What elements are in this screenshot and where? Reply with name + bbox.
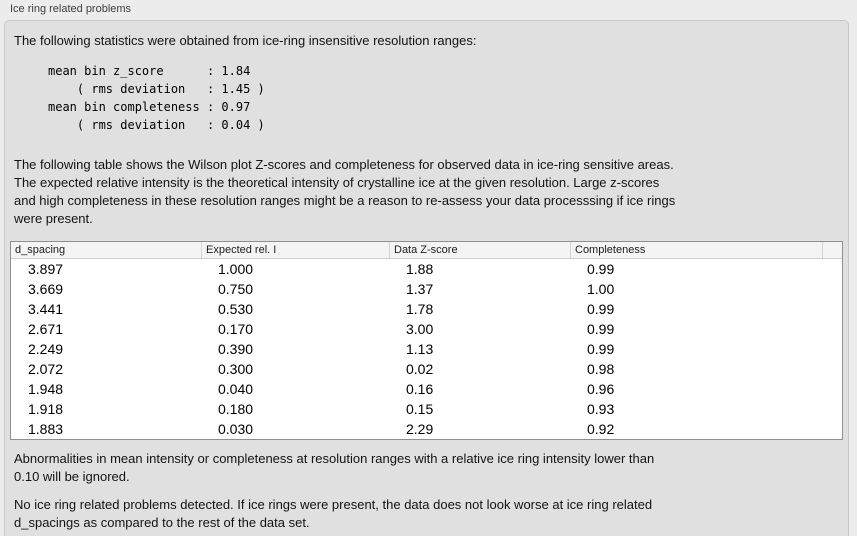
table-row[interactable]: 2.671 0.170 3.00 0.99 <box>11 319 842 339</box>
cell-expected-rel-i: 0.030 <box>218 421 254 437</box>
cell-expected-rel-i: 0.180 <box>218 401 254 417</box>
cell-data-z-score: 0.16 <box>406 381 434 397</box>
text-line: d_spacings as compared to the rest of th… <box>14 515 310 530</box>
table-description: The following table shows the Wilson plo… <box>14 156 839 228</box>
ice-ring-panel: The following statistics were obtained f… <box>4 20 849 536</box>
cell-d-spacing: 3.441 <box>28 301 64 317</box>
text-line: 0.10 will be ignored. <box>14 469 130 484</box>
table-row[interactable]: 1.918 0.180 0.15 0.93 <box>11 399 842 419</box>
table-row[interactable]: 2.072 0.300 0.02 0.98 <box>11 359 842 379</box>
stats-line: mean bin z_score : 1.84 <box>48 64 251 78</box>
cell-spacer <box>822 379 842 399</box>
cell-d-spacing: 3.897 <box>28 261 64 277</box>
cell-completeness: 1.00 <box>587 281 615 297</box>
cell-data-z-score: 1.37 <box>406 281 434 297</box>
text-line: were present. <box>14 211 93 226</box>
cell-spacer <box>822 299 842 319</box>
cell-spacer <box>822 319 842 339</box>
cell-completeness: 0.93 <box>587 401 615 417</box>
cell-completeness: 0.96 <box>587 381 615 397</box>
column-header[interactable]: Completeness <box>570 242 822 258</box>
text-line: Abnormalities in mean intensity or compl… <box>14 451 655 466</box>
column-header[interactable] <box>822 242 842 258</box>
cell-data-z-score: 1.88 <box>406 261 434 277</box>
stats-line: ( rms deviation : 0.04 ) <box>48 118 265 132</box>
cell-expected-rel-i: 0.300 <box>218 361 254 377</box>
cell-completeness: 0.99 <box>587 261 615 277</box>
cell-expected-rel-i: 0.390 <box>218 341 254 357</box>
cell-expected-rel-i: 0.040 <box>218 381 254 397</box>
cell-completeness: 0.99 <box>587 341 615 357</box>
table-body: 3.897 1.000 1.88 0.99 3.669 0.750 1.37 1… <box>11 259 842 439</box>
cell-data-z-score: 3.00 <box>406 321 434 337</box>
cell-completeness: 0.99 <box>587 301 615 317</box>
conclusion-note: No ice ring related problems detected. I… <box>14 496 839 532</box>
text-line: The expected relative intensity is the t… <box>14 175 660 190</box>
ice-ring-table: d_spacing Expected rel. I Data Z-score Comp… <box>10 241 843 440</box>
cell-expected-rel-i: 0.750 <box>218 281 254 297</box>
cell-d-spacing: 1.918 <box>28 401 64 417</box>
cell-data-z-score: 2.29 <box>406 421 434 437</box>
cell-data-z-score: 0.02 <box>406 361 434 377</box>
column-header[interactable]: d_spacing <box>15 244 66 256</box>
cell-spacer <box>822 339 842 359</box>
cell-d-spacing: 2.249 <box>28 341 64 357</box>
cell-spacer <box>822 259 842 279</box>
cell-spacer <box>822 419 842 439</box>
cell-data-z-score: 0.15 <box>406 401 434 417</box>
stats-line: ( rms deviation : 1.45 ) <box>48 82 265 96</box>
stats-block: mean bin z_score : 1.84 ( rms deviation … <box>48 62 839 134</box>
text-line: The following table shows the Wilson plo… <box>14 157 674 172</box>
cell-spacer <box>822 279 842 299</box>
cell-d-spacing: 1.883 <box>28 421 64 437</box>
cell-d-spacing: 2.671 <box>28 321 64 337</box>
text-line: and high completeness in these resolutio… <box>14 193 676 208</box>
section-title: Ice ring related problems <box>10 3 132 15</box>
table-row[interactable]: 3.669 0.750 1.37 1.00 <box>11 279 842 299</box>
column-header[interactable]: Expected rel. I <box>201 242 389 258</box>
cell-d-spacing: 3.669 <box>28 281 64 297</box>
cell-d-spacing: 1.948 <box>28 381 64 397</box>
table-row[interactable]: 1.883 0.030 2.29 0.92 <box>11 419 842 439</box>
text-line: No ice ring related problems detected. I… <box>14 497 653 512</box>
ignore-note: Abnormalities in mean intensity or compl… <box>14 450 839 486</box>
cell-data-z-score: 1.13 <box>406 341 434 357</box>
table-row[interactable]: 3.441 0.530 1.78 0.99 <box>11 299 842 319</box>
cell-expected-rel-i: 0.530 <box>218 301 254 317</box>
cell-spacer <box>822 359 842 379</box>
cell-expected-rel-i: 0.170 <box>218 321 254 337</box>
cell-d-spacing: 2.072 <box>28 361 64 377</box>
cell-completeness: 0.92 <box>587 421 615 437</box>
table-row[interactable]: 3.897 1.000 1.88 0.99 <box>11 259 842 279</box>
table-row[interactable]: 1.948 0.040 0.16 0.96 <box>11 379 842 399</box>
cell-data-z-score: 1.78 <box>406 301 434 317</box>
cell-spacer <box>822 399 842 419</box>
table-row[interactable]: 2.249 0.390 1.13 0.99 <box>11 339 842 359</box>
cell-expected-rel-i: 1.000 <box>218 261 254 277</box>
cell-completeness: 0.99 <box>587 321 615 337</box>
stats-line: mean bin completeness : 0.97 <box>48 100 251 114</box>
table-header-row: d_spacing Expected rel. I Data Z-score Comp… <box>11 242 842 259</box>
column-header[interactable]: Data Z-score <box>389 242 570 258</box>
stats-intro-text: The following statistics were obtained f… <box>14 33 477 48</box>
cell-completeness: 0.98 <box>587 361 615 377</box>
